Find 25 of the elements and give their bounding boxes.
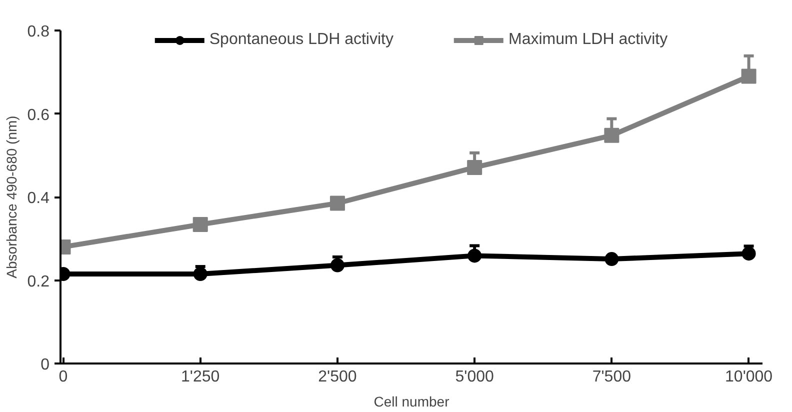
point [330,196,345,211]
y-tick-label: 0.4 [27,190,50,207]
point [192,216,208,232]
point [604,252,619,266]
point [193,267,208,281]
x-tick-label: 5'000 [455,368,494,386]
point [604,128,620,143]
y-axis-title: Absorbance 490-680 (nm) [3,116,20,278]
x-tick-label: 10'000 [725,368,773,386]
point [742,246,756,261]
x-axis-title: Cell number [374,394,450,410]
point [468,248,482,263]
y-tick-label: 0.6 [27,106,50,124]
legend-label: Spontaneous LDH activity [209,31,394,49]
point [741,68,756,84]
y-tick-label: 0.2 [27,273,50,290]
point [467,160,482,175]
legend-label: Maximum LDH activity [508,31,668,49]
point [330,258,344,272]
x-tick-label: 1'250 [181,368,220,386]
y-tick-label: 0.8 [27,24,50,40]
y-tick-label: 0 [40,356,50,374]
x-tick-label: 2'500 [318,368,357,386]
x-tick-label: 7'500 [592,368,632,386]
x-tick-label: 0 [58,368,68,386]
